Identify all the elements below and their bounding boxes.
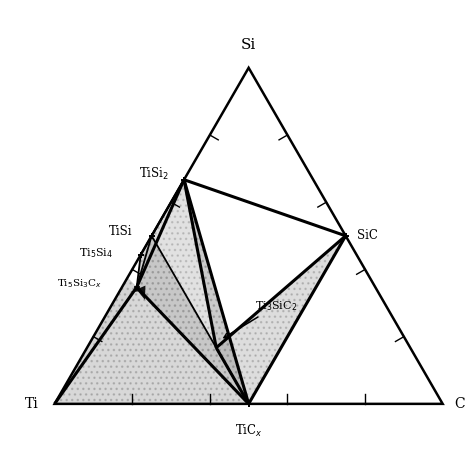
Text: Ti$_3$SiC$_2$: Ti$_3$SiC$_2$ [224, 299, 297, 337]
Text: TiC$_x$: TiC$_x$ [235, 423, 263, 439]
Polygon shape [137, 236, 152, 287]
Text: Ti$_5$Si$_4$: Ti$_5$Si$_4$ [80, 246, 114, 260]
Text: TiSi: TiSi [109, 226, 132, 238]
Text: SiC: SiC [357, 229, 378, 242]
Text: Ti: Ti [25, 397, 39, 411]
Text: C: C [454, 397, 465, 411]
Polygon shape [55, 287, 249, 404]
Polygon shape [184, 180, 249, 404]
Polygon shape [55, 278, 137, 404]
Polygon shape [137, 180, 184, 287]
Text: Ti$_5$Si$_3$C$_x$: Ti$_5$Si$_3$C$_x$ [57, 277, 102, 290]
Polygon shape [130, 285, 146, 300]
Text: Si: Si [241, 38, 256, 52]
Text: TiSi$_2$: TiSi$_2$ [138, 166, 169, 182]
Polygon shape [137, 236, 249, 404]
Polygon shape [216, 236, 346, 404]
Polygon shape [137, 180, 249, 404]
